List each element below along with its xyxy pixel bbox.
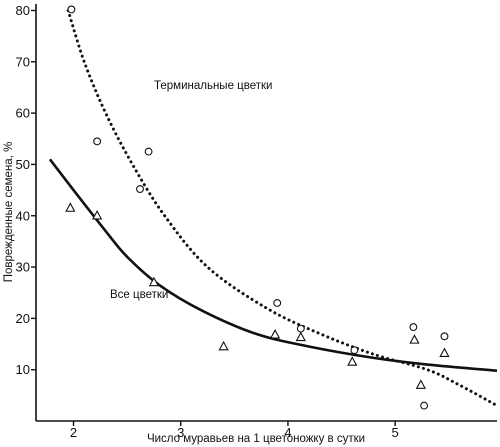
terminal-flowers-curve: [66, 9, 499, 408]
data-point-circle: [67, 5, 76, 14]
data-point-circle: [409, 323, 418, 332]
x-axis-title: Число муравьев на 1 цветоножку в сутки: [147, 433, 365, 445]
data-point-triangle: [91, 209, 103, 220]
data-point-triangle: [415, 379, 427, 389]
x-tick-label: 5: [392, 425, 399, 440]
y-tick-label: 40: [16, 208, 30, 223]
data-point-circle: [273, 299, 282, 307]
data-point-circle: [296, 324, 305, 333]
y-tick-label: 50: [16, 157, 30, 172]
data-point-circle: [420, 401, 429, 410]
y-tick-label: 60: [16, 106, 30, 121]
data-point-triangle: [347, 356, 358, 366]
x-tick-label: 4: [284, 425, 291, 440]
data-point-triangle: [65, 202, 76, 212]
data-point-circle: [350, 346, 359, 355]
data-point-triangle: [439, 347, 450, 358]
x-tick-label: 2: [70, 425, 77, 440]
y-tick-label: 80: [16, 3, 30, 18]
plot-area: [48, 5, 499, 410]
series-group: [66, 5, 499, 410]
data-point-triangle: [295, 331, 306, 342]
axes: 10 20 30 40 50 60 70 80 2 3 4 5: [16, 3, 497, 440]
x-tick-label: 3: [177, 425, 184, 440]
all-flowers-curve: [48, 158, 498, 373]
data-point-circle: [144, 147, 153, 156]
data-point-triangle: [148, 276, 160, 287]
y-axis-title: Поврежденные семена, %: [3, 142, 15, 283]
data-point-circle: [136, 185, 144, 194]
data-point-triangle: [269, 329, 281, 339]
y-tick-label: 10: [16, 362, 30, 377]
data-point-circle: [93, 137, 102, 146]
data-point-circle: [440, 332, 449, 341]
data-point-triangle: [218, 340, 229, 351]
data-point-triangle: [409, 334, 420, 344]
series-label-all: Все цветки: [110, 289, 168, 301]
series-group: [48, 158, 498, 389]
y-tick-label: 30: [16, 260, 30, 275]
y-tick-label: 20: [16, 311, 30, 326]
series-label-terminal: Терминальные цветки: [154, 80, 272, 92]
y-tick-label: 70: [16, 54, 30, 69]
